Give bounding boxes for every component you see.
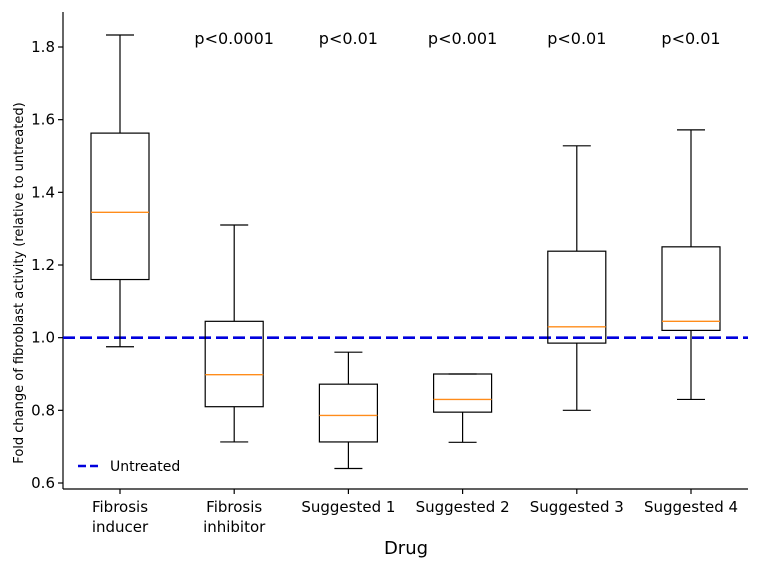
box-1 [90,34,150,348]
x-tick-label: Suggested 2 [416,498,510,516]
y-tick-label: 1.8 [31,38,55,56]
box-iqr [90,132,150,281]
box-iqr [318,383,378,443]
axes: 0.6 0.8 1.0 1.2 1.4 1.6 1.8 Fibrosis inducer Fibr… [31,12,748,536]
y-tick-label: 1.2 [31,256,55,274]
x-tick-label: Suggested 3 [530,498,624,516]
box-iqr [204,320,264,408]
pvalue-label: p<0.001 [428,29,497,48]
boxes-group [90,34,721,470]
y-axis-label: Fold change of fibroblast activity (rela… [12,102,27,463]
box-iqr [433,373,493,413]
box-iqr [661,246,721,331]
x-axis-label: Drug [384,538,428,559]
x-tick-label: Fibrosis [92,498,148,516]
box-4 [433,373,493,443]
y-tick-label: 0.8 [31,401,55,419]
pvalue-label: p<0.01 [661,29,720,48]
box-iqr [547,250,607,344]
x-tick-label: Fibrosis [206,498,262,516]
y-tick-label: 1.6 [31,111,55,129]
legend: Untreated [78,459,180,475]
box-6 [661,129,721,401]
x-tick-label: Suggested 1 [301,498,395,516]
y-tick-label: 1.4 [31,183,55,201]
y-tick-label: 0.6 [31,474,55,492]
box-3 [318,351,378,470]
pvalue-labels: p<0.0001 p<0.01 p<0.001 p<0.01 p<0.01 [194,29,720,48]
x-tick-label: inducer [92,518,149,536]
pvalue-label: p<0.01 [547,29,606,48]
box-5 [547,145,607,411]
x-tick-label: inhibitor [203,518,266,536]
box-2 [204,224,264,443]
legend-label: Untreated [110,459,180,475]
x-tick-label: Suggested 4 [644,498,738,516]
pvalue-label: p<0.0001 [194,29,274,48]
y-tick-label: 1.0 [31,329,55,347]
pvalue-label: p<0.01 [319,29,378,48]
